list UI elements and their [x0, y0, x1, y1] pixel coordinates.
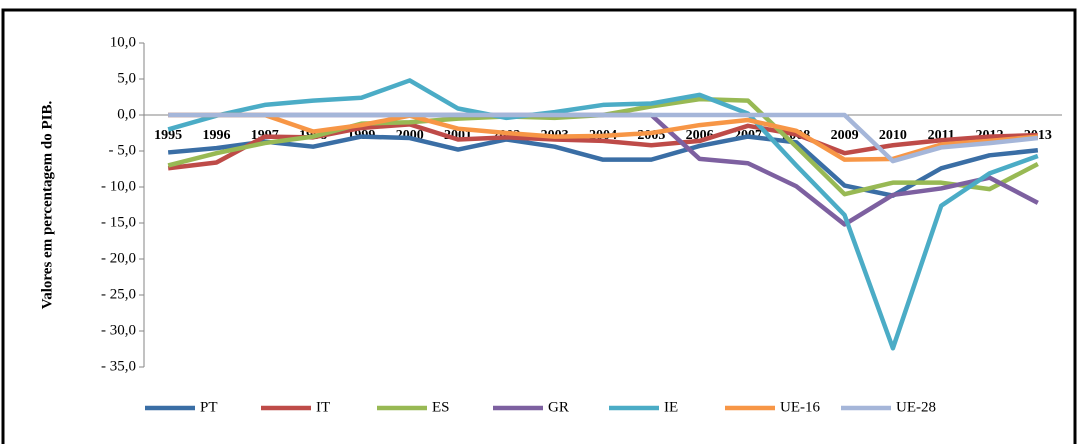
x-tick-label cat: 2009 — [831, 128, 859, 143]
legend-label: GR — [548, 399, 569, 415]
x-tick-label cat: 1995 — [154, 128, 182, 143]
legend-label: UE-28 — [896, 399, 936, 415]
series-line — [168, 112, 1039, 164]
chart-frame — [1, 8, 1077, 444]
y-tick-label: - 20,0 — [101, 250, 136, 266]
legend-label: ES — [432, 399, 450, 415]
legend-label: UE-16 — [780, 399, 820, 415]
y-tick-label: - 5,0 — [109, 142, 137, 158]
x-tick-label cat: 2010 — [879, 128, 907, 143]
y-tick-label: - 35,0 — [101, 358, 136, 374]
y-tick-label: - 30,0 — [101, 322, 136, 338]
y-axis-label: Valores em percentagem do PIB. — [39, 101, 55, 310]
y-tick-label: 5,0 — [117, 70, 136, 86]
y-tick-label: 10,0 — [110, 34, 136, 50]
x-tick-label cat: 1996 — [202, 128, 230, 143]
legend-label: PT — [200, 399, 218, 415]
legend-label: IT — [316, 399, 330, 415]
series-line — [167, 78, 1039, 351]
y-tick-label: 0,0 — [117, 106, 136, 122]
y-tick-label: - 10,0 — [101, 178, 136, 194]
y-tick-label: - 25,0 — [101, 286, 136, 302]
legend-label: IE — [664, 399, 678, 415]
y-tick-label: - 15,0 — [101, 214, 136, 230]
